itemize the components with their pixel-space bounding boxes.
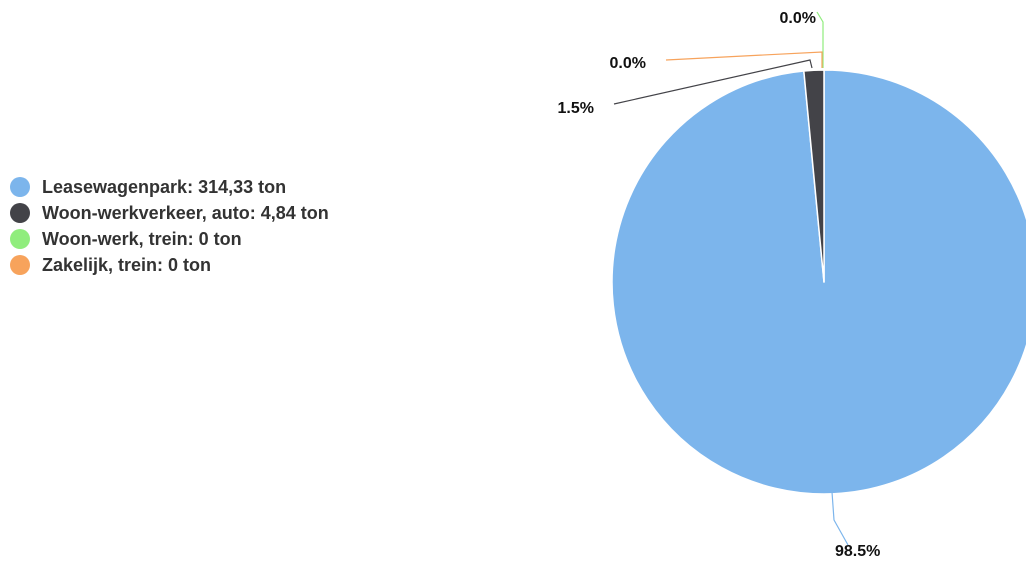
slice-percent-label: 0.0% [780, 10, 816, 27]
slice-percent-label: 1.5% [558, 100, 594, 117]
slice-percent-label: 98.5% [835, 543, 880, 560]
data-label-connector [665, 51, 823, 68]
legend-item[interactable]: Woon-werkverkeer, auto: 4,84 ton [10, 200, 329, 226]
legend-label: Zakelijk, trein: 0 ton [42, 254, 212, 275]
data-label-connector [831, 491, 849, 546]
legend-item[interactable]: Zakelijk, trein: 0 ton [10, 252, 329, 278]
legend-swatch [10, 255, 30, 275]
labels-layer: 98.5% 1.5% 0.0% 0.0% [558, 10, 881, 560]
legend-swatch [10, 177, 30, 197]
legend-swatch [10, 203, 30, 223]
legend: Leasewagenpark: 314,33 ton Woon-werkverk… [10, 174, 329, 278]
pie-slice[interactable] [611, 69, 1026, 495]
legend-item[interactable]: Leasewagenpark: 314,33 ton [10, 174, 329, 200]
connectors-layer [613, 11, 849, 546]
slices-layer [611, 69, 1026, 495]
legend-label: Woon-werk, trein: 0 ton [42, 228, 242, 249]
data-label-connector [816, 11, 824, 68]
legend-swatch [10, 229, 30, 249]
legend-item[interactable]: Woon-werk, trein: 0 ton [10, 226, 329, 252]
data-label-connector [613, 59, 813, 105]
legend-label: Woon-werkverkeer, auto: 4,84 ton [42, 202, 329, 223]
legend-label: Leasewagenpark: 314,33 ton [42, 176, 287, 197]
slice-percent-label: 0.0% [610, 55, 646, 72]
pie-slice[interactable] [803, 69, 825, 283]
